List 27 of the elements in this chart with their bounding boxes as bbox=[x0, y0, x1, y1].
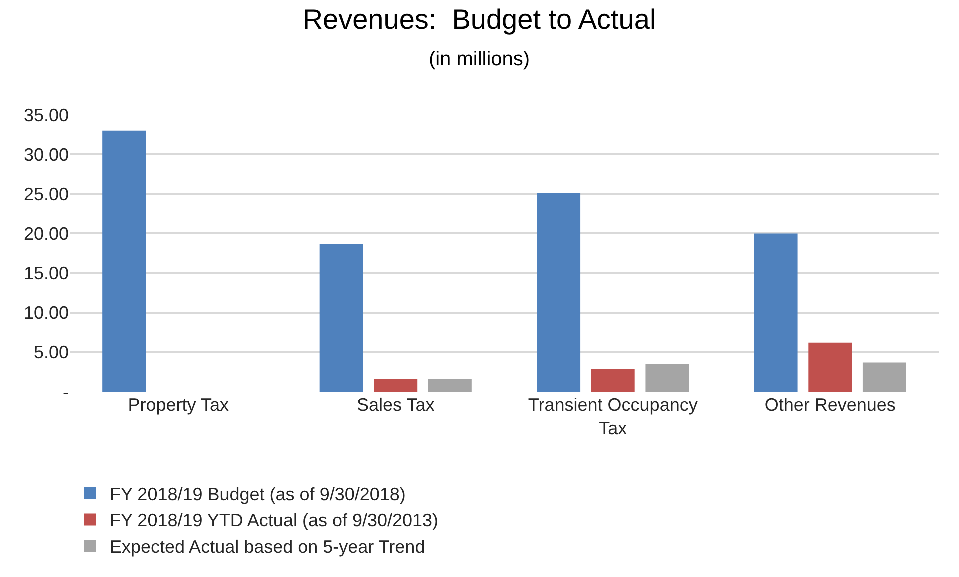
y-tick-label: 15.00 bbox=[24, 264, 69, 284]
bar bbox=[537, 193, 581, 392]
bar bbox=[646, 364, 690, 392]
x-tick-label: Transient Occupancy Tax bbox=[528, 395, 698, 438]
y-tick-label: 25.00 bbox=[24, 184, 69, 204]
y-tick-label: 35.00 bbox=[24, 105, 69, 126]
x-tick-label: Sales Tax bbox=[357, 395, 435, 415]
bar bbox=[102, 130, 146, 392]
bar bbox=[808, 342, 852, 392]
bar bbox=[591, 369, 635, 392]
bar bbox=[862, 362, 906, 392]
bar bbox=[374, 379, 418, 392]
y-tick-label: 20.00 bbox=[24, 224, 69, 244]
y-tick-label: 5.00 bbox=[34, 342, 69, 363]
bar bbox=[754, 234, 798, 392]
legend-label: Expected Actual based on 5-year Trend bbox=[110, 537, 426, 558]
x-tick-label: Property Tax bbox=[128, 395, 229, 415]
y-tick-label: - bbox=[63, 382, 69, 402]
bar bbox=[428, 379, 472, 392]
x-tick-label: Other Revenues bbox=[764, 395, 896, 415]
chart-title: Revenues: Budget to Actual bbox=[302, 4, 656, 35]
y-tick-label: 10.00 bbox=[24, 303, 69, 324]
legend-label: FY 2018/19 YTD Actual (as of 9/30/2013) bbox=[110, 510, 439, 531]
y-tick-label: 30.00 bbox=[24, 144, 69, 165]
legend-label: FY 2018/19 Budget (as of 9/30/2018) bbox=[110, 484, 406, 504]
bar bbox=[320, 244, 364, 392]
chart-subtitle: (in millions) bbox=[428, 48, 530, 70]
